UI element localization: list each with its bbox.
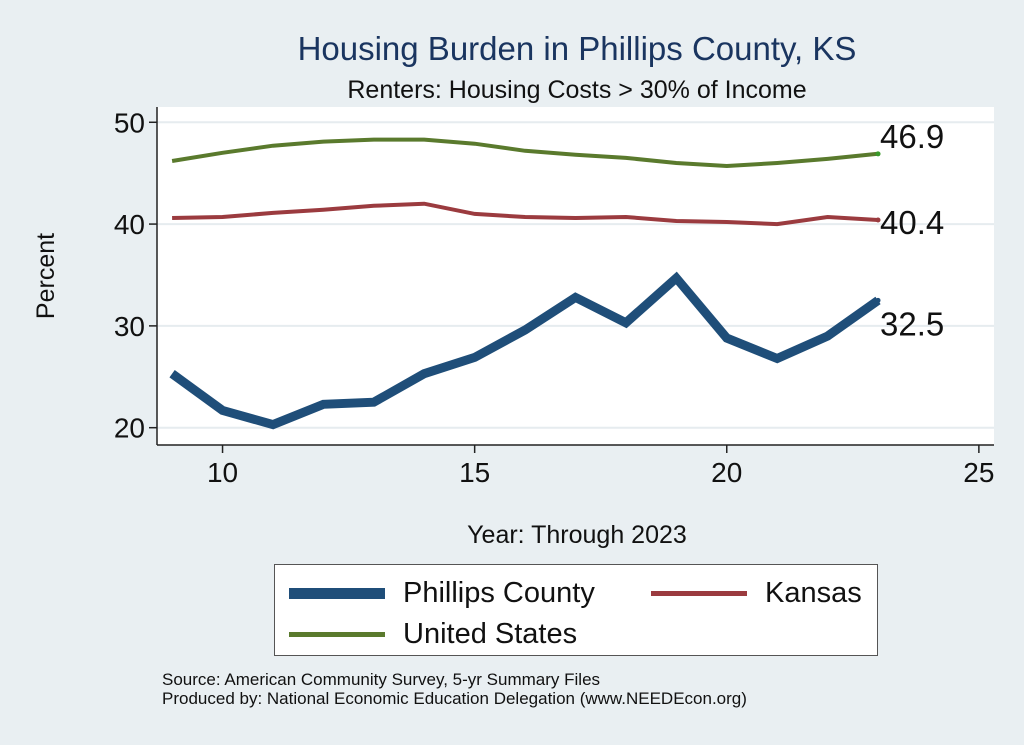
chart-subtitle: Renters: Housing Costs > 30% of Income — [347, 76, 806, 104]
gridlines — [157, 121, 994, 429]
legend-swatch-phillips-county — [289, 587, 385, 599]
x-axis-label: Year: Through 2023 — [467, 521, 687, 549]
end-label-united-states: 46.9 — [880, 118, 944, 155]
legend-label-kansas: Kansas — [765, 576, 862, 609]
y-axis-label: Percent — [32, 233, 60, 319]
x-tick-label-25: 25 — [963, 457, 994, 488]
legend-swatch-kansas — [651, 590, 747, 596]
legend: Phillips County Kansas United States — [274, 564, 878, 656]
legend-item-united-states: United States — [289, 616, 577, 652]
end-point-kansas — [875, 217, 881, 223]
series-line-kansas — [172, 201, 879, 227]
y-tick-label-30: 30 — [114, 311, 145, 342]
source-line: Source: American Community Survey, 5-yr … — [162, 670, 601, 689]
legend-swatch-united-states — [289, 631, 385, 637]
legend-label-united-states: United States — [403, 617, 578, 650]
end-label-kansas: 40.4 — [880, 204, 944, 241]
end-point-phillips-county — [875, 297, 881, 303]
legend-item-phillips-county: Phillips County — [289, 575, 595, 611]
end-labels: 32.5 40.4 46.9 — [880, 118, 944, 343]
series-lines — [169, 137, 881, 430]
source-note: Source: American Community Survey, 5-yr … — [162, 670, 747, 708]
plot-area — [157, 107, 994, 445]
producer-line: Produced by: National Economic Education… — [162, 689, 747, 708]
series-line-phillips-county — [169, 271, 881, 430]
y-tick-label-20: 20 — [114, 413, 145, 444]
end-label-phillips-county: 32.5 — [880, 305, 944, 342]
legend-item-kansas: Kansas — [651, 575, 862, 611]
chart-title: Housing Burden in Phillips County, KS — [298, 30, 857, 67]
end-point-united-states — [875, 151, 881, 157]
axes: 20 30 40 50 10 15 20 25 — [114, 107, 994, 488]
legend-label-phillips-county: Phillips County — [403, 576, 595, 609]
x-tick-label-15: 15 — [459, 457, 490, 488]
x-tick-label-10: 10 — [207, 457, 238, 488]
y-tick-label-40: 40 — [114, 209, 145, 240]
x-tick-label-20: 20 — [711, 457, 742, 488]
series-line-united-states — [171, 137, 879, 169]
y-tick-label-50: 50 — [114, 107, 145, 138]
